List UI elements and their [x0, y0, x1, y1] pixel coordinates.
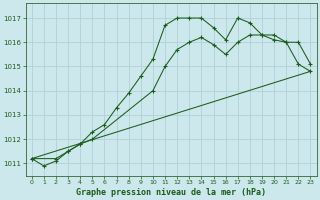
X-axis label: Graphe pression niveau de la mer (hPa): Graphe pression niveau de la mer (hPa) [76, 188, 266, 197]
